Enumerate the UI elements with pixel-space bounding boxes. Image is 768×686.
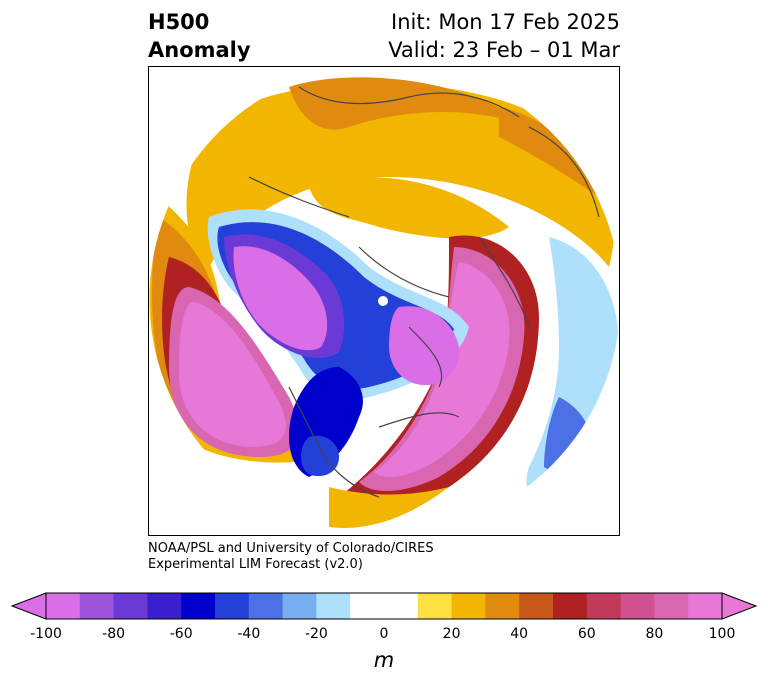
colorbar-tick-label: -80 <box>102 626 126 642</box>
colorbar-cell <box>485 593 520 619</box>
colorbar-tick-label: -60 <box>169 626 193 642</box>
positive-anomaly-region <box>329 487 449 528</box>
positive-anomaly-region <box>289 77 529 130</box>
polar-map <box>148 66 620 536</box>
coastlines <box>248 86 600 498</box>
colorbar-tick-label: 20 <box>442 626 461 642</box>
colorbar-cell <box>181 593 216 619</box>
title-line-2: Anomaly <box>148 38 251 62</box>
colorbar-cell <box>248 593 284 619</box>
colorbar-cell <box>519 593 554 619</box>
positive-anomaly-region <box>499 107 599 197</box>
colorbar-tick-label: -20 <box>304 626 328 642</box>
credit-text: NOAA/PSL and University of Colorado/CIRE… <box>148 541 434 573</box>
map-title: H500 Anomaly <box>148 8 251 64</box>
negative-anomaly-peak <box>389 306 460 386</box>
colorbar-cell <box>688 593 723 619</box>
credit-line-2: Experimental LIM Forecast (v2.0) <box>148 557 363 572</box>
colorbar-cell <box>79 593 115 619</box>
colorbar-cell <box>113 593 148 619</box>
colorbar-tick-label: -40 <box>237 626 261 642</box>
colorbar-tick-label: 0 <box>379 626 389 642</box>
valid-date: Valid: 23 Feb – 01 Mar <box>388 38 620 62</box>
colorbar-cell <box>282 593 317 619</box>
colorbar-cell <box>553 593 588 619</box>
negative-anomaly-peak <box>233 246 328 351</box>
colorbar-under-arrow <box>10 592 47 620</box>
colorbar-cell <box>417 593 453 619</box>
colorbar <box>10 592 758 620</box>
colorbar-unit: m <box>373 648 395 672</box>
colorbar-cell <box>620 593 655 619</box>
forecast-dates: Init: Mon 17 Feb 2025 Valid: 23 Feb – 01… <box>388 8 620 64</box>
negative-anomaly-peak <box>300 435 339 477</box>
colorbar-cell <box>350 593 385 619</box>
title-line-1: H500 <box>148 10 210 34</box>
colorbar-cell <box>215 593 250 619</box>
colorbar-over-arrow <box>721 592 758 620</box>
pole-marker <box>378 296 388 306</box>
colorbar-cell <box>316 593 351 619</box>
anomaly-map <box>149 67 619 535</box>
colorbar-tick-label: 80 <box>645 626 664 642</box>
colorbar-cells <box>46 593 723 619</box>
positive-anomaly-peak <box>179 302 286 447</box>
colorbar-cell <box>384 593 419 619</box>
colorbar-frame <box>45 592 723 620</box>
colorbar-tick-label: 60 <box>577 626 596 642</box>
positive-anomaly-region <box>309 177 509 239</box>
colorbar-cell <box>147 593 182 619</box>
colorbar-cell <box>451 593 486 619</box>
colorbar-cell <box>46 593 81 619</box>
colorbar-cell <box>586 593 622 619</box>
colorbar-tick-label: -100 <box>30 626 62 642</box>
init-date: Init: Mon 17 Feb 2025 <box>391 10 620 34</box>
colorbar-cell <box>654 593 689 619</box>
colorbar-tick-label: 40 <box>510 626 529 642</box>
credit-line-1: NOAA/PSL and University of Colorado/CIRE… <box>148 541 434 556</box>
colorbar-tick-label: 100 <box>708 626 736 642</box>
